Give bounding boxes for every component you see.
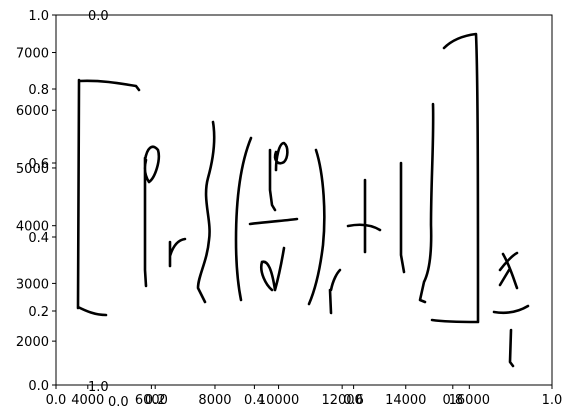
x2-tick-label: 10000 (258, 393, 299, 408)
stroke-x (498, 251, 519, 290)
x-tick-label: 0.0 (46, 393, 67, 408)
x-tick-label: 0.4 (244, 393, 265, 408)
stroke-brace-close (418, 102, 435, 304)
x2-tick-label: 14000 (385, 393, 426, 408)
y-tick-label: 0.6 (28, 157, 49, 172)
x2-tick-label: 4000 (71, 393, 104, 408)
y2-tick-label: 5000 (16, 162, 49, 177)
stroke-l (268, 148, 277, 212)
y-tick-label: 0.4 (28, 231, 49, 246)
y2-tick-label: 2000 (16, 335, 49, 350)
x2-tick-label: 16000 (449, 393, 490, 408)
stroke-e (273, 141, 289, 172)
stroke-r (168, 237, 187, 268)
handwriting-strokes (76, 32, 530, 368)
y2-tick-label: 3000 (16, 277, 49, 292)
stroke-numer-bar (248, 217, 299, 226)
stroke-one (399, 161, 406, 274)
stroke-r-sub (328, 268, 342, 315)
plot-area (56, 15, 552, 385)
y-tick-label: 0.0 (28, 379, 49, 394)
stray-label-bottom: 1.0 (88, 380, 109, 395)
y-tick-label: 1.0 (28, 9, 49, 24)
stroke-P (143, 145, 161, 288)
x-tick-label: 0.6 (343, 393, 364, 408)
x2-tick-label: 6000 (135, 393, 168, 408)
y2-tick-label: 6000 (16, 104, 49, 119)
axes-frame (55, 14, 553, 386)
x2-tick-label: 8000 (198, 393, 231, 408)
stroke-paren-open (234, 136, 253, 302)
stroke-bracket-left (76, 78, 141, 317)
stroke-frac-bar (492, 304, 530, 315)
y-tick-label: 0.2 (28, 305, 49, 320)
stroke-bracket-right (430, 32, 480, 324)
stray-label-bottom-2: 0.0 (108, 395, 129, 410)
x-tick-label: 0.2 (145, 393, 166, 408)
stroke-nu (260, 246, 286, 292)
stroke-paren-close (307, 148, 326, 306)
x2-tick-label: 12000 (321, 393, 362, 408)
x-tick-label: 1.0 (542, 393, 563, 408)
stroke-plus-h (346, 223, 382, 232)
y2-tick-label: 7000 (16, 47, 49, 62)
stroke-i (508, 328, 515, 368)
tick-group: 0.00.20.40.60.81.00.0 0.2 0.4 0.6 0.8 1.02000… (16, 9, 562, 408)
stray-label-top: 0.0 (88, 9, 109, 24)
y-tick-label: 0.8 (28, 83, 49, 98)
y2-tick-label: 4000 (16, 220, 49, 235)
stroke-brace-open (196, 120, 216, 304)
x-tick-label: 0.8 (442, 393, 463, 408)
